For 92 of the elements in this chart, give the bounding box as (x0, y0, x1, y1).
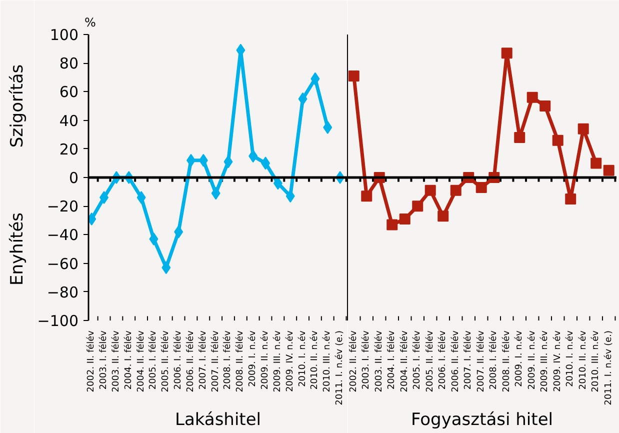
point (211, 186, 220, 200)
x-tick-label: 2009. IV. n.év (552, 330, 563, 392)
x-tick-label: 2003. I. félév (360, 330, 372, 390)
x-axis-title: Lakáshitel (174, 410, 262, 430)
point (540, 100, 551, 112)
x-tick-label: 2007. I. félév (462, 330, 474, 390)
point (162, 261, 171, 274)
x-tick-label: 2009. II. n.év (260, 330, 271, 390)
x-tick-label: 2008. I. félév (222, 330, 234, 390)
x-tick-label: 2010. III. n.év (322, 330, 333, 392)
x-tick-label: 2006. II. félév (450, 330, 461, 392)
x-tick-label: 2009. IV. n.év (284, 330, 296, 392)
y-tick-label: −100 (37, 312, 79, 330)
y-tick-label: 20 (59, 140, 79, 158)
y-tick-label: −80 (46, 283, 78, 302)
y-tick-label: 0 (68, 169, 79, 187)
x-tick-label: 2011. I. n.év (e.) (602, 330, 614, 406)
point (438, 210, 449, 222)
point (261, 156, 270, 170)
x-tick-label: 2008. II. félév (234, 330, 246, 392)
text: Szigorítás (8, 64, 28, 148)
x-tick-label: 2006. I. félév (437, 330, 448, 390)
point (100, 191, 109, 204)
text: Enyhítés (8, 212, 28, 286)
x-axis-title: Fogyasztási hitel (410, 410, 554, 430)
point (424, 184, 436, 196)
point (412, 200, 424, 212)
x-tick-label: 2004. II. félév (398, 330, 410, 392)
x-tick-label: 2009. II. n.év (526, 330, 538, 390)
point (286, 190, 295, 203)
x-tick-label: 2006. I. félév (172, 330, 184, 390)
point (450, 184, 462, 196)
x-tick-label: 2011. I. n.év (e.) (334, 330, 346, 406)
x-tick-label: 2003. II. félév (110, 330, 122, 392)
point (578, 123, 589, 134)
point (298, 92, 308, 106)
point (501, 48, 512, 59)
x-tick-label: 2010. I. n.év (564, 330, 576, 387)
y-tick-label: −20 (46, 198, 78, 216)
x-tick-label: 2007. I. félév (197, 330, 208, 390)
x-tick-label: 2009. I. n.év (247, 330, 258, 387)
x-tick-label: 2004. I. félév (386, 330, 398, 390)
point (552, 134, 564, 146)
x-tick-label: 2003. I. félév (98, 330, 110, 390)
x-tick-label: 2005. I. félév (148, 330, 159, 390)
point (526, 92, 538, 103)
x-tick-label: 2008. I. félév (488, 330, 500, 390)
point (310, 72, 320, 86)
x-tick-label: 2009. I. n.év (514, 330, 525, 387)
point (198, 154, 208, 167)
x-tick-label: 2005. II. félév (424, 330, 436, 392)
point (590, 158, 602, 169)
x-tick-label: 2004. II. félév (135, 330, 146, 392)
y-tick-label: −40 (46, 226, 78, 244)
point (149, 232, 158, 246)
x-tick-label: 2008. II. félév (500, 330, 512, 392)
x-tick-label: 2009. III. n.év (539, 330, 550, 392)
x-tick-label: 2002. II. félév (348, 330, 359, 392)
point (399, 213, 410, 224)
point (514, 132, 526, 143)
y-tick-label: −60 (46, 254, 78, 273)
point (386, 219, 398, 230)
point (476, 182, 487, 194)
x-tick-label: 2004. I. félév (122, 330, 134, 390)
text: % (84, 16, 96, 30)
point (348, 70, 360, 82)
point (361, 190, 372, 202)
x-tick-label: 2005. I. félév (412, 330, 423, 390)
x-tick-label: 2007. II. félév (475, 330, 486, 392)
point (248, 150, 258, 163)
x-tick-label: 2009. III. n.év (272, 330, 283, 392)
point (273, 176, 282, 190)
y-tick-label: 40 (59, 112, 79, 130)
y-tick-label: 80 (59, 54, 79, 73)
y-tick-label: 60 (59, 83, 79, 102)
point (136, 191, 146, 204)
x-tick-label: 2010. I. n.év (296, 330, 308, 387)
y-tick-label: 100 (50, 26, 79, 44)
x-tick-label: 2010. III. n.év (590, 330, 602, 392)
x-tick-label: 2010. II. n.év (577, 330, 588, 390)
x-tick-label: 2002. II. félév (86, 330, 97, 392)
point (323, 120, 332, 134)
point (603, 164, 614, 176)
point (174, 225, 184, 238)
point (565, 193, 576, 204)
x-tick-label: 2010. II. n.év (309, 330, 320, 390)
x-tick-label: 2005. II. félév (160, 330, 172, 392)
x-tick-label: 2007. II. félév (210, 330, 221, 392)
point (224, 155, 233, 168)
point (186, 154, 196, 167)
x-tick-label: 2006. II. félév (184, 330, 196, 392)
x-tick-label: 2003. II. félév (373, 330, 384, 392)
